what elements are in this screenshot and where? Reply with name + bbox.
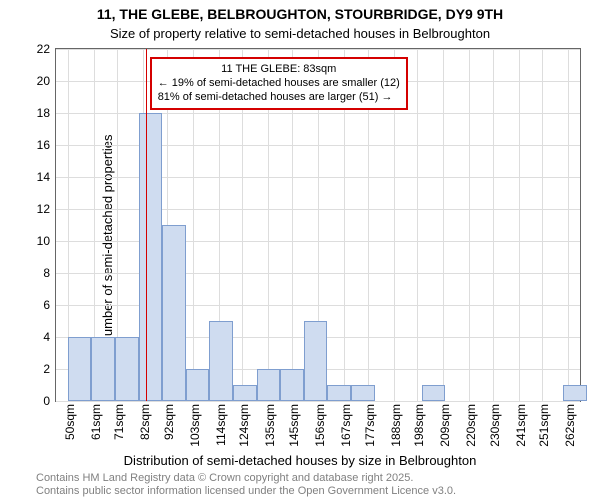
- gridline-vertical: [493, 49, 494, 401]
- y-tick-label: 8: [43, 266, 50, 280]
- gridline-vertical: [469, 49, 470, 401]
- histogram-bar: [257, 369, 281, 401]
- x-tick-label: 156sqm: [313, 404, 327, 447]
- callout-line: ← 19% of semi-detached houses are smalle…: [158, 77, 400, 91]
- gridline-vertical: [542, 49, 543, 401]
- y-tick-label: 14: [37, 170, 50, 184]
- x-tick-label: 230sqm: [488, 404, 502, 447]
- x-tick-label: 124sqm: [237, 404, 251, 447]
- histogram-bar: [186, 369, 210, 401]
- y-tick-label: 22: [37, 42, 50, 56]
- x-tick-label: 61sqm: [89, 404, 103, 440]
- page-subtitle: Size of property relative to semi-detach…: [0, 26, 600, 41]
- x-tick-label: 135sqm: [263, 404, 277, 447]
- histogram-plot: 024681012141618202250sqm61sqm71sqm82sqm9…: [55, 48, 581, 402]
- gridline-vertical: [568, 49, 569, 401]
- y-tick-label: 16: [37, 138, 50, 152]
- x-tick-label: 71sqm: [112, 404, 126, 440]
- histogram-bar: [68, 337, 92, 401]
- gridline-vertical: [417, 49, 418, 401]
- gridline-vertical: [519, 49, 520, 401]
- x-tick-label: 167sqm: [339, 404, 353, 447]
- x-tick-label: 241sqm: [514, 404, 528, 447]
- gridline-vertical: [443, 49, 444, 401]
- credits-line: Contains HM Land Registry data © Crown c…: [36, 472, 456, 485]
- x-axis-label: Distribution of semi-detached houses by …: [0, 453, 600, 468]
- callout-line: 11 THE GLEBE: 83sqm: [158, 63, 400, 77]
- histogram-bar: [422, 385, 446, 401]
- x-tick-label: 50sqm: [63, 404, 77, 440]
- histogram-bar: [304, 321, 328, 401]
- y-tick-label: 12: [37, 202, 50, 216]
- histogram-bar: [280, 369, 304, 401]
- y-tick-label: 18: [37, 106, 50, 120]
- credits: Contains HM Land Registry data © Crown c…: [36, 472, 456, 498]
- x-tick-label: 114sqm: [214, 404, 228, 446]
- reference-marker-line: [146, 49, 147, 401]
- credits-line: Contains public sector information licen…: [36, 485, 456, 498]
- y-tick-label: 6: [43, 298, 50, 312]
- callout-box: 11 THE GLEBE: 83sqm← 19% of semi-detache…: [150, 57, 408, 110]
- x-tick-label: 262sqm: [563, 404, 577, 447]
- histogram-bar: [162, 225, 186, 401]
- y-tick-label: 2: [43, 362, 50, 376]
- x-tick-label: 251sqm: [537, 404, 551, 447]
- callout-line: 81% of semi-detached houses are larger (…: [158, 91, 400, 105]
- gridline-horizontal: [56, 401, 580, 402]
- x-tick-label: 220sqm: [464, 404, 478, 447]
- x-tick-label: 198sqm: [412, 404, 426, 447]
- x-tick-label: 177sqm: [363, 404, 377, 447]
- histogram-bar: [115, 337, 139, 401]
- histogram-bar: [351, 385, 375, 401]
- y-tick-label: 4: [43, 330, 50, 344]
- histogram-bar: [91, 337, 115, 401]
- x-tick-label: 82sqm: [138, 404, 152, 440]
- histogram-bar: [563, 385, 587, 401]
- histogram-bar: [233, 385, 257, 401]
- y-tick-label: 0: [43, 394, 50, 408]
- histogram-bar: [327, 385, 351, 401]
- page-title: 11, THE GLEBE, BELBROUGHTON, STOURBRIDGE…: [0, 6, 600, 22]
- y-tick-label: 10: [37, 234, 50, 248]
- x-tick-label: 103sqm: [188, 404, 202, 447]
- histogram-bar: [209, 321, 233, 401]
- x-tick-label: 188sqm: [389, 404, 403, 447]
- y-tick-label: 20: [37, 74, 50, 88]
- x-tick-label: 209sqm: [438, 404, 452, 447]
- histogram-bar: [139, 113, 163, 401]
- x-tick-label: 145sqm: [287, 404, 301, 447]
- x-tick-label: 92sqm: [162, 404, 176, 440]
